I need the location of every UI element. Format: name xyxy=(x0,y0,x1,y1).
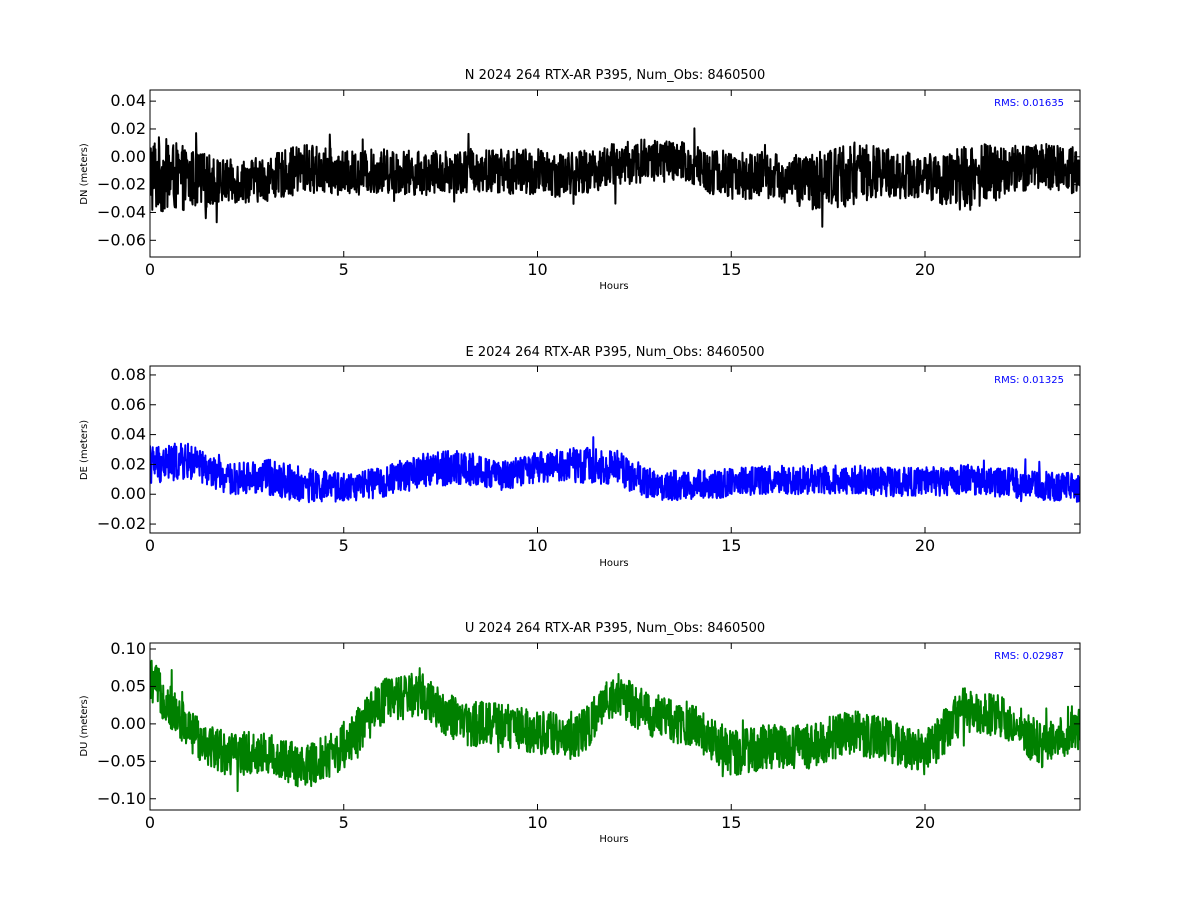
data-series-line xyxy=(150,436,1080,504)
x-tick-label: 15 xyxy=(721,260,741,279)
panel-north: N 2024 264 RTX-AR P395, Num_Obs: 8460500… xyxy=(79,68,1081,292)
x-tick-label: 20 xyxy=(915,260,935,279)
y-tick-label: 0.04 xyxy=(110,425,146,444)
y-tick-label: 0.02 xyxy=(110,454,146,473)
x-tick-label: 0 xyxy=(145,536,155,555)
series-layer xyxy=(150,127,1080,228)
y-tick-label: −0.02 xyxy=(97,175,146,194)
y-tick-label: 0.00 xyxy=(110,484,146,503)
x-axis: 0 5 10 15 20 xyxy=(145,366,935,555)
y-tick-label: −0.05 xyxy=(97,751,146,770)
y-axis: −0.06 −0.04 −0.02 0.00 0.02 0.04 xyxy=(97,91,1080,249)
x-tick-label: 0 xyxy=(145,260,155,279)
y-axis: −0.10 −0.05 0.00 0.05 0.10 xyxy=(97,639,1080,808)
series-layer xyxy=(150,436,1080,504)
x-axis-label: Hours xyxy=(599,281,628,292)
series-layer xyxy=(150,659,1080,793)
y-tick-label: 0.06 xyxy=(110,395,146,414)
y-tick-label: −0.04 xyxy=(97,202,146,221)
panel-up: U 2024 264 RTX-AR P395, Num_Obs: 8460500… xyxy=(79,621,1081,845)
x-tick-label: 15 xyxy=(721,536,741,555)
y-tick-label: 0.10 xyxy=(110,639,146,658)
y-axis-label: DE (meters) xyxy=(79,420,90,480)
chart-title: N 2024 264 RTX-AR P395, Num_Obs: 8460500 xyxy=(465,68,765,83)
x-axis-label: Hours xyxy=(599,558,628,569)
y-tick-label: 0.05 xyxy=(110,676,146,695)
chart-title: E 2024 264 RTX-AR P395, Num_Obs: 8460500 xyxy=(466,345,765,360)
plot-frame xyxy=(149,642,1081,811)
y-tick-label: −0.06 xyxy=(97,230,146,249)
x-axis-label: Hours xyxy=(599,834,628,845)
x-tick-label: 5 xyxy=(339,536,349,555)
y-tick-label: 0.08 xyxy=(110,365,146,384)
x-tick-label: 20 xyxy=(915,813,935,832)
plot-frame xyxy=(149,89,1081,258)
x-tick-label: 0 xyxy=(145,813,155,832)
y-axis-label: DN (meters) xyxy=(79,143,90,205)
rms-annotation: RMS: 0.01325 xyxy=(994,375,1064,386)
x-tick-label: 5 xyxy=(339,260,349,279)
y-tick-label: 0.00 xyxy=(110,147,146,166)
rms-annotation: RMS: 0.02987 xyxy=(994,651,1064,662)
x-tick-label: 20 xyxy=(915,536,935,555)
y-tick-label: −0.02 xyxy=(97,514,146,533)
data-series-line xyxy=(150,127,1080,228)
panel-east: E 2024 264 RTX-AR P395, Num_Obs: 8460500… xyxy=(79,345,1081,569)
x-tick-label: 15 xyxy=(721,813,741,832)
y-tick-label: −0.10 xyxy=(97,789,146,808)
y-axis-label: DU (meters) xyxy=(79,695,90,756)
plot-frame xyxy=(149,365,1081,534)
x-tick-label: 10 xyxy=(527,813,547,832)
x-tick-label: 5 xyxy=(339,813,349,832)
x-tick-label: 10 xyxy=(527,536,547,555)
y-tick-label: 0.04 xyxy=(110,91,146,110)
rms-annotation: RMS: 0.01635 xyxy=(994,98,1064,109)
x-axis: 0 5 10 15 20 xyxy=(145,643,935,832)
x-tick-label: 10 xyxy=(527,260,547,279)
data-series-line xyxy=(150,659,1080,793)
x-axis: 0 5 10 15 20 xyxy=(145,90,935,279)
chart-title: U 2024 264 RTX-AR P395, Num_Obs: 8460500 xyxy=(465,621,765,636)
y-axis: −0.02 0.00 0.02 0.04 0.06 0.08 xyxy=(97,365,1080,533)
y-tick-label: 0.00 xyxy=(110,714,146,733)
y-tick-label: 0.02 xyxy=(110,119,146,138)
